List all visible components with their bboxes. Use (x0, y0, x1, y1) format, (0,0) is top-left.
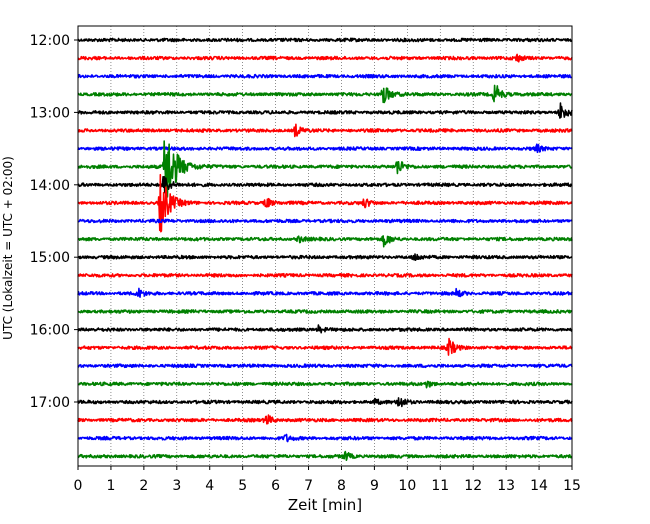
y-tick-label-14:00: 14:00 (30, 178, 70, 194)
trace-layer (77, 37, 573, 462)
x-tick-label-3: 3 (172, 478, 181, 494)
trace-1615 (77, 337, 573, 356)
y-axis-label: UTC (Lokalzeit = UTC + 02:00) (1, 156, 15, 340)
trace-1230 (77, 73, 573, 79)
x-tick-label-13: 13 (497, 478, 515, 494)
trace-1415 (77, 173, 573, 233)
x-tick-label-12: 12 (464, 478, 482, 494)
y-tick-label-12:00: 12:00 (30, 33, 70, 49)
x-tick-label-0: 0 (74, 478, 83, 494)
trace-1400 (77, 175, 573, 194)
y-tick-label-13:00: 13:00 (30, 105, 70, 121)
x-tick-label-9: 9 (370, 478, 379, 494)
trace-1500 (77, 253, 573, 262)
trace-1300 (77, 102, 573, 119)
trace-1715 (77, 414, 573, 425)
trace-1200 (77, 37, 573, 43)
trace-1245 (77, 84, 573, 104)
x-tick-label-10: 10 (398, 478, 416, 494)
trace-1215 (77, 53, 573, 63)
x-tick-label-2: 2 (139, 478, 148, 494)
trace-1445 (77, 235, 573, 248)
x-tick-label-15: 15 (563, 478, 581, 494)
trace-1600 (77, 324, 573, 334)
x-tick-label-11: 11 (431, 478, 449, 494)
plot-frame (77, 25, 573, 467)
trace-1545 (77, 309, 573, 314)
trace-1345 (77, 140, 573, 198)
y-axis-ticks: 12:00 13:00 14:00 15:00 16:00 17:00 (30, 33, 78, 411)
trace-1730 (77, 433, 573, 443)
trace-1515 (77, 272, 573, 278)
x-axis-ticks: 0 1 2 3 4 5 6 7 8 9 10 11 12 13 14 15 (74, 466, 581, 494)
trace-1700 (77, 397, 573, 408)
trace-1530 (77, 287, 573, 298)
y-tick-label-16:00: 16:00 (30, 323, 70, 339)
x-tick-label-4: 4 (205, 478, 214, 494)
x-tick-label-14: 14 (530, 478, 548, 494)
x-tick-label-1: 1 (106, 478, 115, 494)
trace-1315 (77, 123, 573, 138)
trace-1745 (77, 450, 573, 462)
trace-1330 (77, 143, 573, 154)
y-tick-label-15:00: 15:00 (30, 250, 70, 266)
x-tick-label-8: 8 (337, 478, 346, 494)
trace-1430 (77, 218, 573, 224)
x-tick-label-5: 5 (238, 478, 247, 494)
trace-1630 (77, 363, 573, 369)
x-tick-label-7: 7 (304, 478, 313, 494)
x-axis-label: Zeit [min] (288, 496, 362, 514)
trace-1645 (77, 380, 573, 389)
y-tick-label-17:00: 17:00 (30, 395, 70, 411)
x-tick-label-6: 6 (271, 478, 280, 494)
